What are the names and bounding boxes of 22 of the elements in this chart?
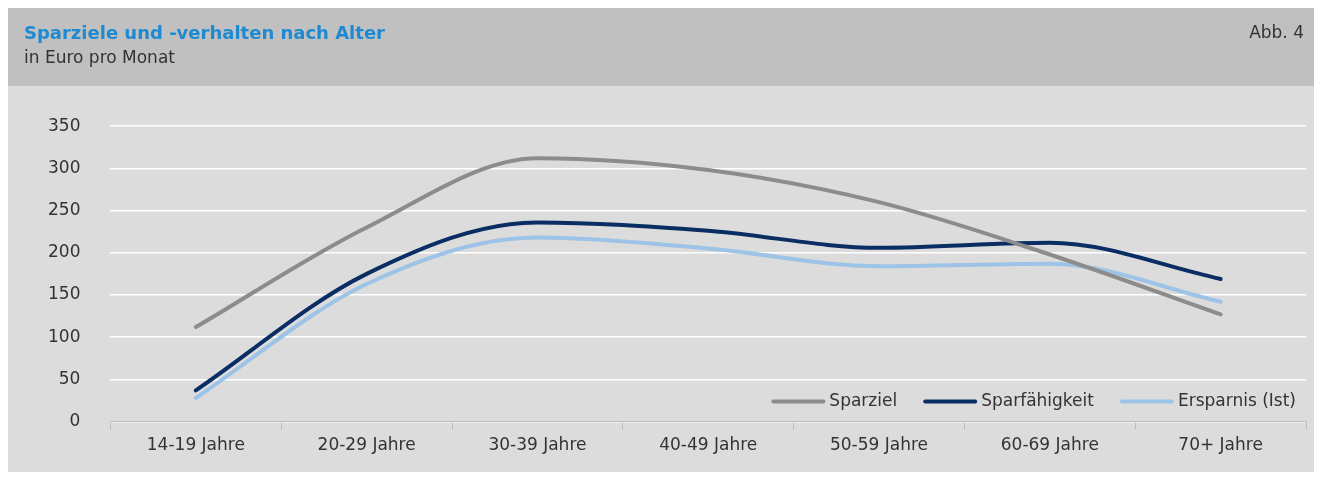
x-tick-label: 40-49 Jahre xyxy=(659,434,758,455)
legend-label: Sparfähigkeit xyxy=(981,390,1095,411)
y-tick-label: 50 xyxy=(58,367,81,388)
legend-label: Sparziel xyxy=(829,390,898,411)
chart-title: Sparziele und -verhalten nach Alter xyxy=(24,22,385,43)
y-tick-label: 250 xyxy=(47,199,81,220)
caption: Abb. 4 xyxy=(1249,22,1304,42)
x-tick-label: 60-69 Jahre xyxy=(1000,434,1099,455)
x-tick-label: 14-19 Jahre xyxy=(146,434,245,455)
x-tick-label: 30-39 Jahre xyxy=(488,434,587,455)
chart-subtitle: in Euro pro Monat xyxy=(24,47,175,67)
y-tick-label: 100 xyxy=(47,325,81,346)
y-tick-label: 200 xyxy=(47,241,81,262)
line-series xyxy=(193,156,1223,330)
y-tick-label: 300 xyxy=(47,156,81,177)
x-tick-label: 50-59 Jahre xyxy=(829,434,929,455)
y-tick-label: 0 xyxy=(69,410,81,431)
x-tick-label: 20-29 Jahre xyxy=(317,434,416,455)
y-tick-label: 350 xyxy=(47,114,81,135)
y-tick-label: 150 xyxy=(47,283,81,304)
legend-label: Ersparnis (Ist) xyxy=(1177,390,1296,411)
x-tick-label: 70+ Jahre xyxy=(1178,434,1263,455)
